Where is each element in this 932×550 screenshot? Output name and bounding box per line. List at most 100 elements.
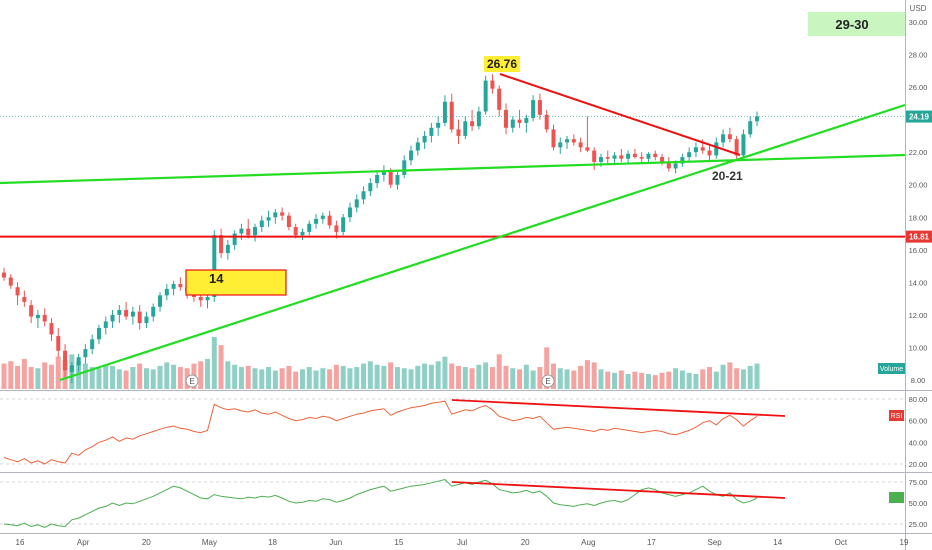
candle-body bbox=[144, 316, 149, 324]
candle-body bbox=[632, 153, 637, 158]
candle-body bbox=[497, 88, 502, 110]
candle-body bbox=[90, 339, 95, 350]
candle-body bbox=[755, 116, 759, 122]
candle-body bbox=[280, 212, 285, 216]
price-tick-label: 14.00 bbox=[909, 278, 928, 287]
candle-body bbox=[714, 142, 719, 156]
volume-bar bbox=[394, 367, 400, 389]
candle-body bbox=[293, 227, 298, 236]
candle-body bbox=[29, 305, 34, 317]
price-tick-label: 22.00 bbox=[909, 148, 928, 157]
candle-body bbox=[612, 155, 617, 159]
candle-body bbox=[171, 283, 176, 289]
candle-body bbox=[334, 225, 339, 232]
volume-bar bbox=[238, 367, 244, 389]
volume-bar bbox=[354, 367, 360, 389]
candle-body bbox=[598, 157, 603, 162]
rsi-tick-label: 20.00 bbox=[909, 460, 928, 469]
candle-body bbox=[565, 139, 570, 143]
volume-bar bbox=[171, 364, 177, 389]
candle-body bbox=[286, 215, 291, 228]
rsi-tick-label: 80.00 bbox=[909, 395, 928, 404]
price-tick-label: 30.00 bbox=[909, 18, 928, 27]
candle-body bbox=[198, 297, 203, 301]
volume-bar bbox=[279, 368, 285, 389]
indicator2-line bbox=[3, 478, 758, 528]
candle-body bbox=[476, 111, 481, 127]
volume-bar bbox=[693, 373, 699, 389]
rsi-grid: 80.00 60.00 40.00 20.00 bbox=[0, 395, 927, 469]
candle-body bbox=[266, 217, 271, 221]
candle-body bbox=[225, 244, 230, 254]
candle-body bbox=[314, 218, 319, 224]
volume-bar bbox=[123, 370, 129, 389]
volume-bar bbox=[476, 364, 482, 389]
candle-body bbox=[660, 157, 665, 162]
support-zone-label: 20-21 bbox=[712, 169, 743, 183]
peak-label: 26.76 bbox=[487, 57, 517, 71]
target-zone bbox=[808, 12, 905, 36]
candle-body bbox=[368, 183, 373, 192]
volume-bar bbox=[720, 364, 726, 389]
volume-bar bbox=[632, 371, 638, 389]
volume-bar bbox=[652, 375, 658, 389]
candle-body bbox=[232, 233, 237, 245]
support-badge bbox=[906, 230, 932, 243]
candle-body bbox=[700, 147, 705, 151]
candle-body bbox=[571, 139, 576, 143]
candle-body bbox=[96, 327, 101, 340]
falling-trendline bbox=[499, 73, 741, 156]
time-tick-label: 19 bbox=[900, 538, 909, 547]
volume-badge bbox=[878, 363, 905, 374]
candle-body bbox=[415, 142, 420, 151]
volume-bar bbox=[374, 364, 380, 389]
target-label: 29-30 bbox=[835, 17, 868, 32]
volume-bar bbox=[177, 367, 183, 389]
indicator2-tick-label: 75.00 bbox=[909, 478, 928, 487]
time-tick-label: Oct bbox=[835, 538, 848, 547]
candle-body bbox=[748, 121, 753, 135]
indicator2-tick-label: 50.00 bbox=[909, 499, 928, 508]
rsi-line bbox=[3, 400, 758, 465]
volume-bar bbox=[8, 361, 14, 389]
volume-bar bbox=[259, 369, 265, 389]
volume-bar bbox=[605, 371, 611, 389]
volume-bar bbox=[198, 361, 204, 389]
volume-bar bbox=[327, 369, 333, 389]
candle-body bbox=[680, 157, 685, 164]
candle-body bbox=[687, 152, 692, 158]
time-tick-label: Sep bbox=[707, 538, 722, 547]
volume-bar bbox=[469, 368, 475, 389]
earnings-marker[interactable]: E bbox=[185, 374, 199, 388]
candle-body bbox=[578, 142, 583, 148]
candle-body bbox=[239, 228, 244, 234]
candle-body bbox=[361, 191, 366, 200]
candle-body bbox=[693, 147, 698, 153]
rising-trendline bbox=[59, 103, 906, 382]
volume-bar bbox=[333, 364, 339, 389]
volume-bar bbox=[557, 368, 563, 389]
volume-bar bbox=[625, 373, 631, 389]
earnings-marker[interactable]: E bbox=[541, 374, 555, 388]
candle-body bbox=[158, 295, 163, 307]
rsi-badge bbox=[889, 410, 904, 421]
candle-body bbox=[117, 310, 122, 315]
time-tick-label: 14 bbox=[773, 538, 782, 547]
rsi-tick-label: 60.00 bbox=[909, 417, 928, 426]
volume-bar bbox=[272, 370, 278, 389]
volume-bar bbox=[381, 365, 387, 389]
price-tick-label: 10.00 bbox=[909, 343, 928, 352]
resistance-box bbox=[185, 269, 287, 296]
volume-bar bbox=[401, 368, 407, 389]
candle-body bbox=[727, 134, 732, 140]
candle-body bbox=[673, 163, 678, 169]
candle-body bbox=[69, 365, 74, 372]
volume-bar bbox=[103, 364, 109, 389]
currency-label: USD bbox=[910, 4, 927, 13]
volume-bar bbox=[612, 372, 618, 389]
candle-body bbox=[544, 114, 549, 130]
candle-body bbox=[110, 314, 115, 322]
candle-body bbox=[178, 283, 183, 288]
candle-body bbox=[592, 150, 597, 162]
